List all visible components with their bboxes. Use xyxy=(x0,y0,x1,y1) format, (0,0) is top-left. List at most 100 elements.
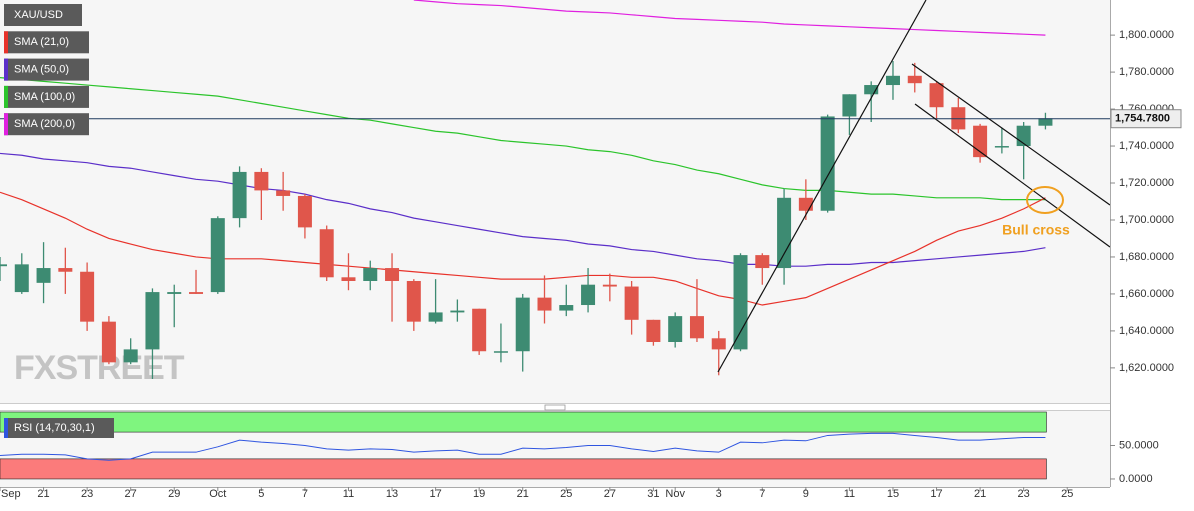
legend-box[interactable] xyxy=(4,418,114,438)
y-tick-label: 1,720.0000 xyxy=(1119,177,1174,189)
x-tick-label: 23 xyxy=(1018,488,1030,500)
candle-body xyxy=(493,351,508,353)
candle-body xyxy=(297,195,312,228)
candle-body xyxy=(1038,118,1053,126)
candle-body xyxy=(363,268,378,281)
x-tick-label: 5 xyxy=(258,488,264,500)
candle-body xyxy=(711,338,726,350)
candle-body xyxy=(907,75,922,84)
x-tick-label: 21 xyxy=(517,488,529,500)
candle-body xyxy=(624,286,639,320)
legend-box[interactable] xyxy=(4,4,82,26)
watermark: FXSTREET xyxy=(14,349,185,387)
candle-body xyxy=(733,255,748,350)
candle-body xyxy=(167,292,182,294)
candle-body xyxy=(189,292,204,294)
last-price-label: 1,754.7800 xyxy=(1115,113,1170,125)
x-tick-label: Nov xyxy=(665,488,685,500)
candle-body xyxy=(777,197,792,269)
legend-box[interactable] xyxy=(4,113,89,136)
legend-swatch xyxy=(4,85,8,108)
x-tick-label: Sep xyxy=(1,488,21,500)
channel-line xyxy=(911,63,1110,206)
annotation: Bull cross xyxy=(1002,222,1070,238)
rsi-tick-label: 50.0000 xyxy=(1119,439,1159,451)
resize-handle[interactable] xyxy=(544,404,566,411)
sma-line xyxy=(0,152,1046,267)
rsi-plot xyxy=(0,411,1047,480)
x-tick-label: 3 xyxy=(716,488,722,500)
rsi-line xyxy=(0,432,1046,461)
x-tick-label: 19 xyxy=(473,488,485,500)
candle-body xyxy=(885,75,900,86)
candle-body xyxy=(385,268,400,281)
candle-body xyxy=(14,264,29,293)
candle-body xyxy=(341,277,356,281)
trendline xyxy=(717,0,927,373)
axes: 1,620.0000 1,640.0000 1,660.0000 1,680.0000… xyxy=(0,29,1182,500)
legend-box[interactable] xyxy=(4,85,89,108)
candle-body xyxy=(929,83,944,108)
x-tick-label: 25 xyxy=(1061,488,1073,500)
y-tick-label: 1,620.0000 xyxy=(1119,362,1174,374)
legend-label: SMA (21,0) xyxy=(14,36,69,48)
sma-line xyxy=(413,0,1046,36)
last-price-box xyxy=(1110,109,1182,129)
candle-body xyxy=(515,297,530,352)
legend-box[interactable] xyxy=(4,31,89,54)
candle-body xyxy=(145,292,160,350)
candle-body xyxy=(319,229,334,278)
candle-body xyxy=(232,171,247,219)
x-tick-label: 15 xyxy=(887,488,899,500)
x-tick-label: 11 xyxy=(343,488,354,500)
candle-body xyxy=(864,85,879,95)
x-tick-label: 17 xyxy=(930,488,942,500)
candle-body xyxy=(559,305,574,311)
candle-body xyxy=(994,146,1009,148)
legend-swatch xyxy=(4,58,8,81)
candle-body xyxy=(668,316,683,342)
candle-body xyxy=(276,190,291,196)
candle-body xyxy=(646,319,661,342)
legend-label: SMA (50,0) xyxy=(14,64,69,76)
y-tick-label: 1,660.0000 xyxy=(1119,288,1174,300)
y-tick-label: 1,740.0000 xyxy=(1119,140,1174,152)
x-tick-label: 7 xyxy=(759,488,765,500)
candle-body xyxy=(472,308,487,352)
x-tick-label: Oct xyxy=(209,488,226,500)
candle-body xyxy=(80,271,95,322)
candle-body xyxy=(0,264,7,267)
candle-body xyxy=(820,116,835,211)
candle-body xyxy=(581,284,596,306)
candle-body xyxy=(36,268,51,283)
candle-body xyxy=(842,94,857,117)
rsi-band xyxy=(0,411,1047,433)
legend-swatch xyxy=(4,418,8,438)
candle-body xyxy=(798,197,813,211)
x-tick-label: 21 xyxy=(974,488,986,500)
y-tick-label: 1,780.0000 xyxy=(1119,66,1174,78)
x-tick-label: 11 xyxy=(844,488,855,500)
x-tick-label: 7 xyxy=(302,488,308,500)
main-plot xyxy=(0,0,1110,379)
legend-box[interactable] xyxy=(4,58,89,81)
candle-body xyxy=(755,255,770,269)
x-tick-label: 29 xyxy=(168,488,180,500)
sma-line xyxy=(0,191,1046,306)
candle-body xyxy=(58,268,73,272)
legend-label: SMA (100,0) xyxy=(14,91,75,103)
x-tick-label: 31 xyxy=(647,488,659,500)
x-tick-label: 13 xyxy=(386,488,398,500)
rsi-band xyxy=(0,458,1047,480)
highlight-circle xyxy=(1026,186,1064,214)
y-tick-label: 1,640.0000 xyxy=(1119,325,1174,337)
x-tick-label: 17 xyxy=(429,488,441,500)
legend-swatch xyxy=(4,31,8,54)
candle-body xyxy=(602,284,617,287)
candle-body xyxy=(254,171,269,191)
y-tick-label: 1,800.0000 xyxy=(1119,29,1174,41)
candle-body xyxy=(123,349,138,363)
candle-body xyxy=(428,312,443,322)
legend-label: XAU/USD xyxy=(14,9,63,21)
